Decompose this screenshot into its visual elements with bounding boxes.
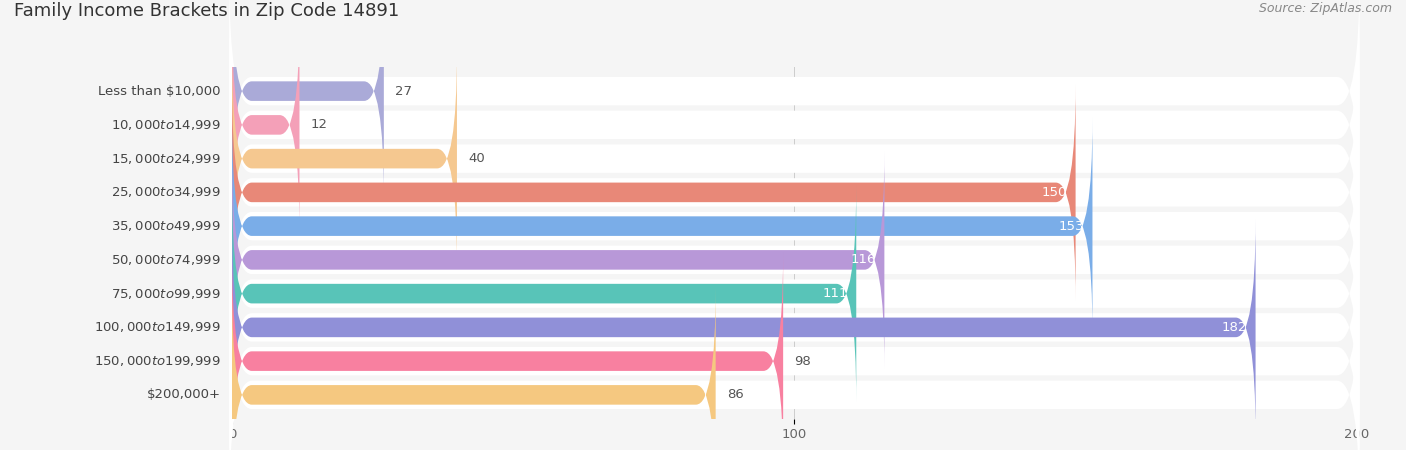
FancyBboxPatch shape [229,139,1360,381]
FancyBboxPatch shape [229,240,1360,450]
Text: 27: 27 [395,85,412,98]
FancyBboxPatch shape [229,0,1360,212]
Text: 86: 86 [727,388,744,401]
Text: 12: 12 [311,118,328,131]
FancyBboxPatch shape [229,38,1360,279]
FancyBboxPatch shape [229,4,1360,246]
Text: $150,000 to $199,999: $150,000 to $199,999 [94,354,221,368]
FancyBboxPatch shape [229,207,1360,448]
FancyBboxPatch shape [232,50,457,267]
FancyBboxPatch shape [232,253,783,450]
Text: Less than $10,000: Less than $10,000 [98,85,221,98]
FancyBboxPatch shape [232,152,884,368]
FancyBboxPatch shape [232,84,1076,301]
Text: $10,000 to $14,999: $10,000 to $14,999 [111,118,221,132]
Text: $15,000 to $24,999: $15,000 to $24,999 [111,152,221,166]
Text: $100,000 to $149,999: $100,000 to $149,999 [94,320,221,334]
Text: 98: 98 [794,355,811,368]
Text: $200,000+: $200,000+ [146,388,221,401]
Text: $50,000 to $74,999: $50,000 to $74,999 [111,253,221,267]
Text: 182: 182 [1222,321,1247,334]
FancyBboxPatch shape [232,219,1256,436]
Text: $75,000 to $99,999: $75,000 to $99,999 [111,287,221,301]
Text: 40: 40 [468,152,485,165]
FancyBboxPatch shape [232,17,299,233]
FancyBboxPatch shape [229,72,1360,313]
Text: Source: ZipAtlas.com: Source: ZipAtlas.com [1258,2,1392,15]
Text: 111: 111 [823,287,848,300]
FancyBboxPatch shape [229,274,1360,450]
Text: 150: 150 [1042,186,1067,199]
Text: Family Income Brackets in Zip Code 14891: Family Income Brackets in Zip Code 14891 [14,2,399,20]
FancyBboxPatch shape [229,105,1360,347]
FancyBboxPatch shape [232,185,856,402]
Text: 116: 116 [851,253,876,266]
Text: 153: 153 [1059,220,1084,233]
FancyBboxPatch shape [232,287,716,450]
FancyBboxPatch shape [229,173,1360,414]
FancyBboxPatch shape [232,118,1092,334]
Text: $25,000 to $34,999: $25,000 to $34,999 [111,185,221,199]
FancyBboxPatch shape [232,0,384,199]
Text: $35,000 to $49,999: $35,000 to $49,999 [111,219,221,233]
